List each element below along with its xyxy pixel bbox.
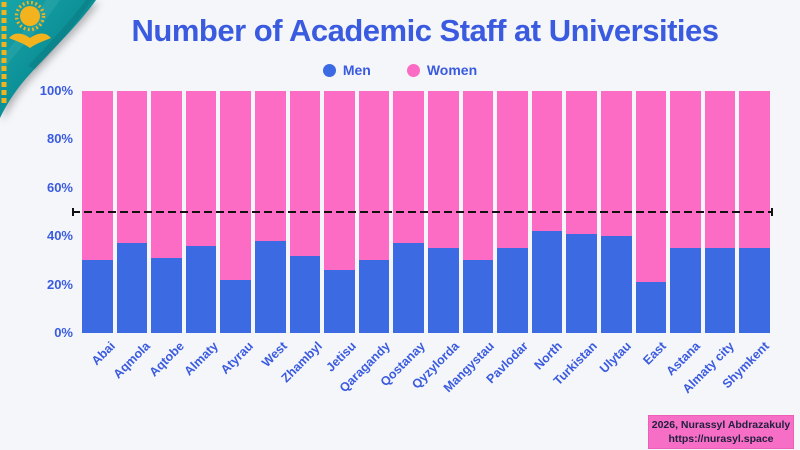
bar-jetisu: [324, 91, 355, 333]
legend-label-women: Women: [426, 62, 478, 78]
y-tick-label: 80%: [46, 131, 73, 147]
bar-segment-women: [254, 91, 286, 242]
bar-aqtobe: [151, 91, 182, 333]
bar-north: [531, 91, 563, 333]
bar-segment-men: [531, 231, 563, 333]
bar-segment-men: [358, 260, 390, 333]
bar-almaty: [185, 91, 217, 333]
bar-segment-men: [289, 255, 321, 333]
legend: Men Women: [0, 62, 800, 78]
attribution-url: https://nurasyl.space: [668, 433, 774, 445]
bar-segment-men: [254, 241, 286, 333]
bar-almaty-city: [704, 91, 736, 333]
legend-label-men: Men: [342, 62, 371, 78]
bar-segment-women: [635, 91, 667, 283]
bar-turkistan: [566, 91, 597, 333]
flag-sun-icon: [20, 6, 40, 26]
bar-segment-women: [462, 91, 494, 261]
y-tick-label: 100%: [39, 83, 73, 98]
bar-segment-men: [324, 270, 355, 333]
bar-segment-women: [670, 91, 701, 249]
y-tick-label: 20%: [46, 276, 73, 292]
bar-segment-men: [82, 260, 113, 333]
men-legend-dot-icon: [322, 63, 336, 77]
attribution-author: 2026, Nurassyl Abdrazakuly: [651, 418, 791, 431]
bar-shymkent: [739, 91, 770, 333]
bar-segment-women: [358, 91, 390, 261]
bar-segment-men: [427, 248, 459, 333]
legend-item-men: Men: [322, 62, 371, 78]
bar-astana: [670, 91, 701, 333]
bar-segment-men: [151, 257, 182, 333]
bar-segment-women: [704, 91, 736, 249]
bar-segment-women: [739, 91, 770, 249]
bar-segment-men: [566, 233, 597, 333]
bar-segment-women: [393, 91, 424, 244]
bar-aqmola: [116, 91, 148, 333]
bar-segment-women: [566, 91, 597, 234]
women-legend-dot-icon: [406, 63, 420, 77]
bar-segment-women: [289, 91, 321, 256]
bar-qostanay: [393, 91, 424, 333]
bar-segment-men: [393, 243, 424, 333]
bar-segment-men: [635, 282, 667, 333]
bar-east: [635, 91, 667, 333]
bar-segment-women: [497, 91, 528, 249]
bar-segment-men: [670, 248, 701, 333]
bar-segment-men: [497, 248, 528, 333]
bar-segment-women: [220, 91, 251, 280]
bar-qyzylorda: [427, 91, 459, 333]
y-tick-label: 40%: [46, 228, 73, 244]
kazakhstan-flag-icon: [0, 0, 96, 118]
bar-west: [254, 91, 286, 333]
bar-segment-men: [116, 243, 148, 333]
bar-segment-women: [427, 91, 459, 249]
y-tick-label: 60%: [46, 179, 73, 195]
bar-abai: [82, 91, 113, 333]
bar-segment-women: [531, 91, 563, 232]
bar-segment-women: [116, 91, 148, 244]
bar-segment-men: [185, 245, 217, 333]
bar-mangystau: [462, 91, 494, 333]
bars-container: [82, 91, 770, 333]
bar-segment-women: [185, 91, 217, 246]
bar-segment-women: [600, 91, 632, 237]
chart-title: Number of Academic Staff at Universities: [131, 13, 719, 48]
bar-qaragandy: [358, 91, 390, 333]
bar-segment-men: [704, 248, 736, 333]
bar-segment-women: [324, 91, 355, 271]
bar-segment-women: [82, 91, 113, 261]
bar-atyrau: [220, 91, 251, 333]
bar-segment-men: [220, 279, 251, 333]
bar-segment-men: [600, 236, 632, 333]
legend-item-women: Women: [406, 62, 478, 78]
y-tick-label: 0%: [54, 325, 73, 340]
attribution-box: 2026, Nurassyl Abdrazakuly https://nuras…: [648, 415, 794, 449]
flag-eagle-icon: [9, 33, 51, 48]
bar-pavlodar: [497, 91, 528, 333]
bar-segment-men: [739, 248, 770, 333]
bar-segment-women: [151, 91, 182, 258]
bar-zhambyl: [289, 91, 321, 333]
bar-segment-men: [462, 260, 494, 333]
reference-line-50-percent: [72, 208, 773, 216]
